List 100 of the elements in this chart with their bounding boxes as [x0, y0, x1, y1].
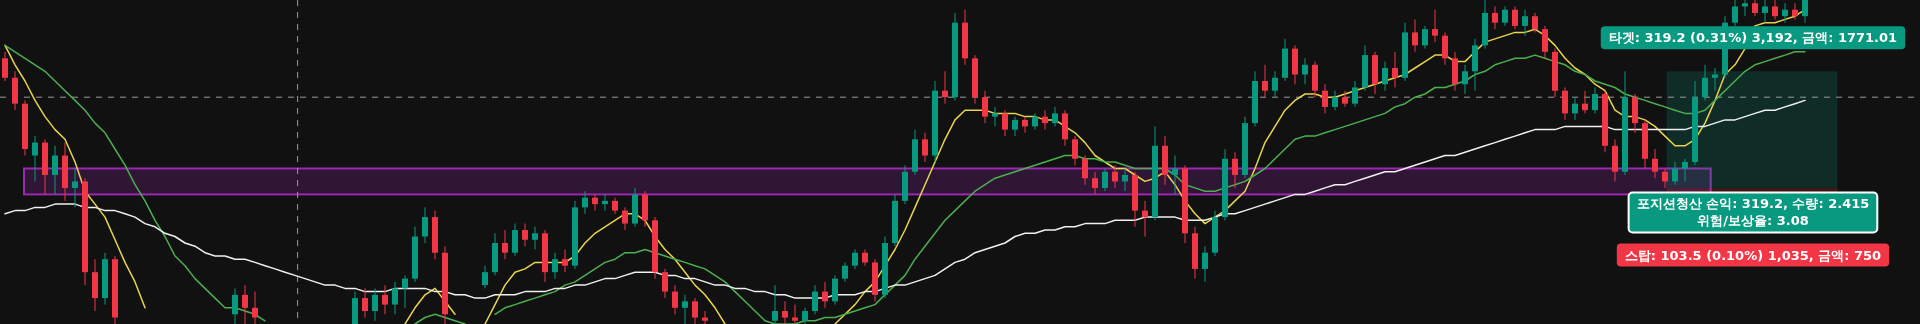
candlestick — [702, 310, 708, 324]
candlestick — [2, 51, 8, 82]
candlestick — [1572, 96, 1578, 121]
candlestick — [602, 193, 608, 212]
candlestick — [1022, 116, 1028, 134]
candlestick — [362, 287, 368, 319]
candlestick — [1072, 135, 1078, 166]
candlestick — [1342, 90, 1348, 108]
candlestick — [1322, 83, 1328, 114]
candlestick — [832, 274, 838, 306]
candlestick — [1772, 0, 1778, 20]
candlestick — [1672, 161, 1678, 186]
candlestick — [1202, 245, 1208, 283]
candlestick — [1012, 116, 1018, 137]
candlestick — [1262, 64, 1268, 98]
candlestick — [1382, 61, 1388, 92]
candlestick — [1512, 5, 1518, 30]
candlestick — [1542, 25, 1548, 59]
candlestick — [382, 284, 388, 315]
candlestick — [1732, 0, 1738, 27]
candlestick — [1532, 12, 1538, 33]
annotation: 포지션청산 손익: 319.2, 수량: 2.415 위험/보상율: 3.08 — [1636, 196, 1870, 229]
candlestick — [552, 252, 558, 280]
annotation: 스탑: 103.5 (0.10%) 1,035, 금액: 750 — [1616, 243, 1890, 267]
candlestick — [1412, 18, 1418, 53]
candlestick — [1332, 90, 1338, 111]
candlestick — [532, 226, 538, 250]
candlestick — [852, 248, 858, 270]
candlestick — [392, 281, 398, 315]
candlestick — [1502, 5, 1508, 27]
candlestick — [1042, 109, 1048, 131]
candlestick — [812, 284, 818, 315]
candlestick — [842, 261, 848, 283]
candlestick — [1092, 171, 1098, 195]
candlestick — [252, 291, 258, 324]
candlestick — [482, 265, 488, 289]
candlestick — [502, 229, 508, 260]
candlestick — [1052, 106, 1058, 127]
candlestick — [1742, 0, 1748, 17]
candlestick — [1792, 2, 1798, 20]
candlestick — [1782, 2, 1788, 24]
candlestick — [242, 284, 248, 324]
candlestick — [232, 287, 238, 324]
candlestick — [992, 106, 998, 127]
candlestick — [622, 206, 628, 231]
candlestick — [862, 248, 868, 267]
candlestick — [1172, 155, 1178, 195]
candlestick — [1802, 0, 1808, 24]
annotation: 스탑: 103.5 (0.10%) 1,035, 금액: 750 — [1624, 247, 1882, 263]
candlestick — [1762, 0, 1768, 24]
annotation: 타겟: 319.2 (0.31%) 3,192, 금액: 1771.01 — [1600, 26, 1906, 50]
candlestick — [1682, 158, 1688, 182]
candlestick — [402, 274, 408, 309]
candlestick — [692, 297, 698, 324]
annotation: 타겟: 319.2 (0.31%) 3,192, 금액: 1771.01 — [1608, 30, 1898, 46]
candlestick — [982, 90, 988, 124]
candlestick — [1712, 67, 1718, 92]
candlestick — [512, 223, 518, 257]
candlestick — [1002, 109, 1008, 137]
candlestick — [922, 132, 928, 163]
candlestick — [662, 268, 668, 299]
candlestick — [52, 145, 58, 195]
candlestick — [682, 294, 688, 324]
annotation: 포지션청산 손익: 319.2, 수량: 2.415 위험/보상율: 3.08 — [1627, 191, 1879, 234]
candlestick — [1522, 9, 1528, 37]
candlestick — [1662, 167, 1668, 189]
candlestick — [1392, 51, 1398, 88]
candlestick — [1492, 5, 1498, 30]
candlestick — [1032, 112, 1038, 131]
candlestick — [782, 300, 788, 324]
candlestick — [582, 190, 588, 215]
candlestick — [942, 70, 948, 105]
candlestick — [1082, 155, 1088, 186]
candlestick — [1702, 64, 1708, 101]
candlestick — [1652, 148, 1658, 179]
candlestick — [422, 206, 428, 244]
candlestick — [1112, 164, 1118, 189]
candlestick — [1302, 57, 1308, 85]
candlestick — [1122, 167, 1128, 192]
candlestick — [1352, 80, 1358, 108]
candlestick — [772, 284, 778, 324]
candlestick — [1582, 90, 1588, 114]
candlestick — [1592, 86, 1598, 114]
candlestick — [32, 135, 38, 182]
candlestick — [672, 284, 678, 315]
candlestick — [1442, 31, 1448, 66]
candlestick — [1432, 9, 1438, 43]
candlestick — [1422, 25, 1428, 50]
candlestick — [1272, 70, 1278, 98]
candlestick — [592, 193, 598, 212]
candlestick — [1102, 167, 1108, 192]
candlestick — [792, 304, 798, 324]
candlestick — [72, 167, 78, 208]
candlestick — [822, 281, 828, 309]
candlestick — [1142, 200, 1148, 238]
candlestick — [1562, 86, 1568, 121]
candlestick — [562, 248, 568, 273]
candlestick — [372, 287, 378, 322]
candlestick — [1462, 64, 1468, 95]
candlestick — [1232, 151, 1238, 189]
